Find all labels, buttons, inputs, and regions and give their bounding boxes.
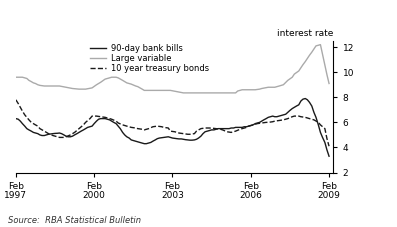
90-day bank bills — [194, 138, 199, 141]
Line: 10 year treasury bonds: 10 year treasury bonds — [16, 100, 329, 146]
10 year treasury bonds — [98, 115, 103, 118]
Large variable — [318, 43, 323, 46]
Large variable — [181, 91, 186, 94]
10 year treasury bonds — [229, 131, 233, 134]
Text: Source:  RBA Statistical Bulletin: Source: RBA Statistical Bulletin — [8, 216, 141, 225]
90-day bank bills — [13, 117, 18, 120]
90-day bank bills — [303, 97, 308, 100]
Text: interest rate: interest rate — [277, 29, 333, 38]
10 year treasury bonds — [327, 145, 331, 148]
90-day bank bills — [29, 130, 34, 133]
90-day bank bills — [251, 123, 256, 126]
Large variable — [309, 51, 314, 54]
10 year treasury bonds — [272, 120, 277, 123]
Large variable — [299, 67, 303, 69]
10 year treasury bonds — [42, 130, 47, 133]
Large variable — [114, 76, 118, 79]
Large variable — [77, 88, 81, 91]
10 year treasury bonds — [316, 121, 321, 124]
Large variable — [13, 76, 18, 79]
Line: Large variable: Large variable — [16, 45, 329, 93]
90-day bank bills — [16, 118, 21, 121]
Large variable — [327, 82, 331, 85]
90-day bank bills — [307, 101, 312, 104]
Large variable — [303, 60, 308, 63]
90-day bank bills — [327, 155, 331, 158]
10 year treasury bonds — [13, 99, 18, 101]
90-day bank bills — [259, 120, 264, 123]
Large variable — [168, 89, 173, 92]
10 year treasury bonds — [281, 118, 286, 121]
Legend: 90-day bank bills, Large variable, 10 year treasury bonds: 90-day bank bills, Large variable, 10 ye… — [90, 44, 209, 73]
Line: 90-day bank bills: 90-day bank bills — [16, 99, 329, 156]
